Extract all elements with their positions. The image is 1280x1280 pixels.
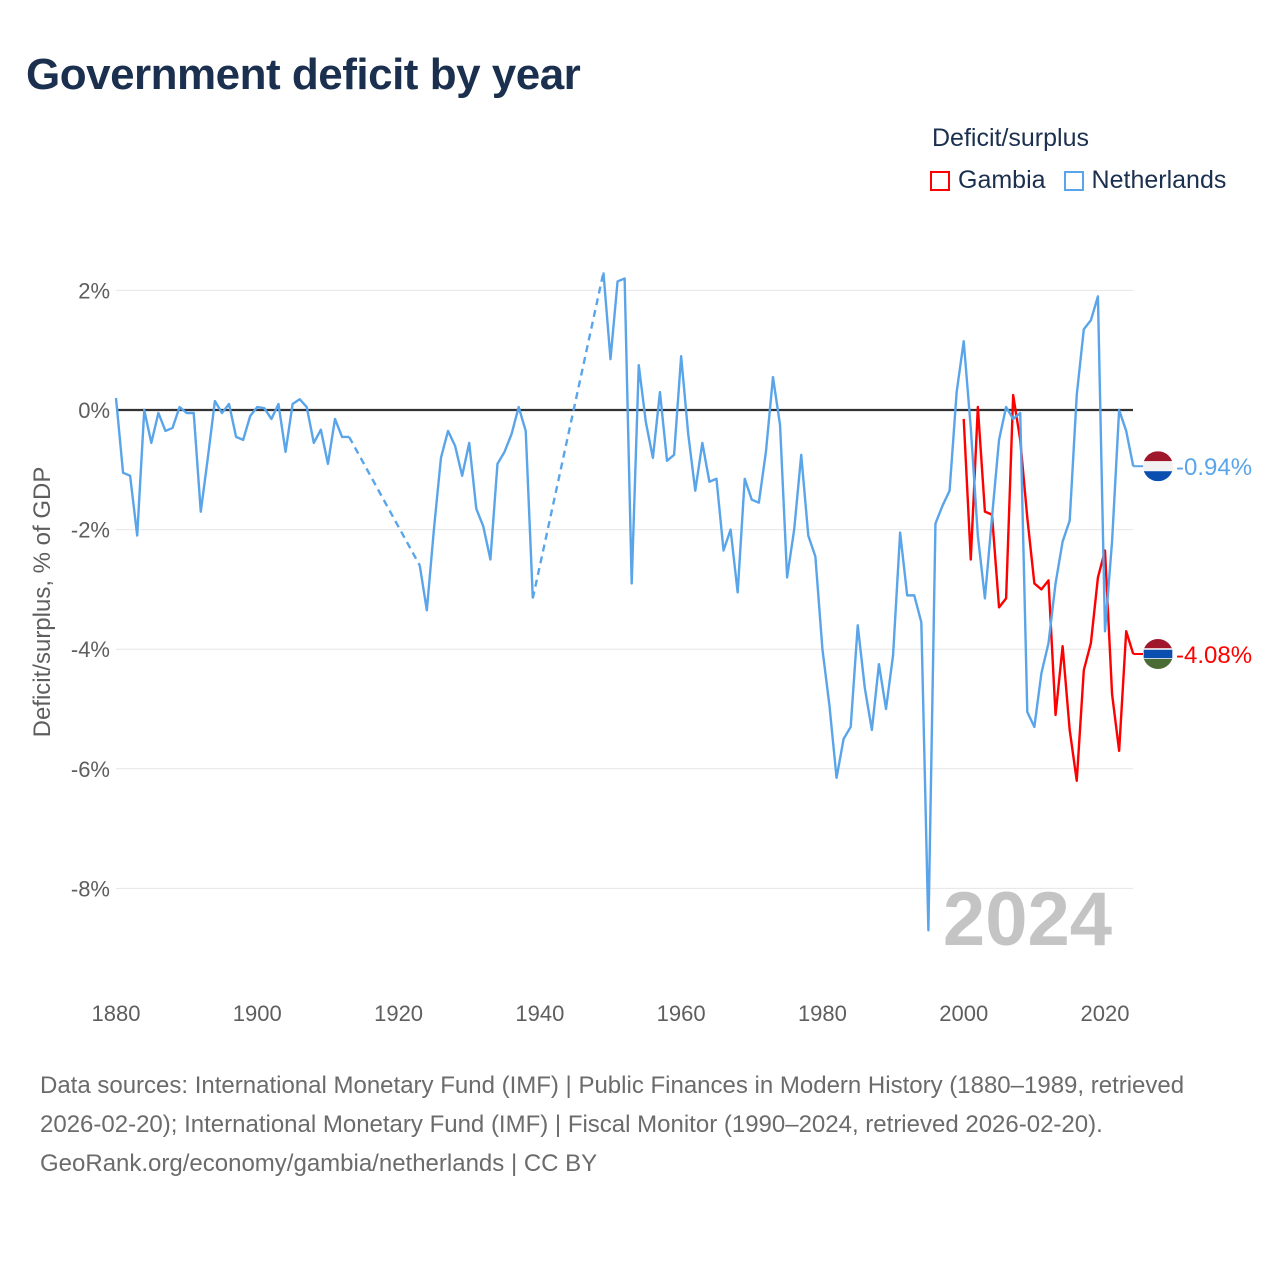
- legend-item-netherlands[interactable]: Netherlands: [1063, 166, 1227, 195]
- legend-label: Netherlands: [1091, 166, 1227, 194]
- y-tick-label: 0%: [78, 398, 110, 423]
- legend: Gambia Netherlands: [930, 166, 1226, 195]
- end-label-netherlands: -0.94%: [1176, 454, 1252, 481]
- legend-title: Deficit/surplus: [932, 124, 1089, 152]
- end-label-gambia: -4.08%: [1176, 642, 1252, 669]
- flag-netherlands-icon: [1143, 451, 1173, 482]
- x-tick-label: 1960: [657, 1001, 706, 1026]
- y-tick-label: -4%: [71, 637, 110, 662]
- x-tick-label: 1940: [515, 1001, 564, 1026]
- y-tick-label: -6%: [71, 757, 110, 782]
- legend-label: Gambia: [958, 166, 1046, 194]
- series-gap-netherlands: [348, 272, 605, 599]
- y-tick-label: -8%: [71, 876, 110, 901]
- x-tick-label: 1920: [374, 1001, 423, 1026]
- x-tick-label: 1900: [233, 1001, 282, 1026]
- y-tick-label: 2%: [78, 278, 110, 303]
- credit-link[interactable]: GeoRank.org/economy/gambia/netherlands |…: [40, 1150, 598, 1177]
- x-tick-label: 2000: [939, 1001, 988, 1026]
- x-tick-label: 1980: [798, 1001, 847, 1026]
- y-tick-label: -2%: [71, 518, 110, 543]
- footer: Data sources: International Monetary Fun…: [40, 1066, 1240, 1183]
- x-tick-label: 2020: [1081, 1001, 1130, 1026]
- year-watermark: 2024: [943, 877, 1112, 962]
- chart-plot: 2% 0% -2% -4% -6% -8% 1880 1900 1920 1940 1960 1980…: [29, 272, 1252, 1026]
- legend-swatch-netherlands: [1063, 170, 1084, 191]
- x-tick-label: 1880: [92, 1001, 141, 1026]
- flag-gambia-icon: [1143, 638, 1173, 669]
- data-sources: Data sources: International Monetary Fun…: [40, 1072, 1185, 1138]
- chart-title: Government deficit by year: [26, 50, 581, 99]
- legend-item-gambia[interactable]: Gambia: [930, 166, 1046, 195]
- legend-swatch-gambia: [930, 170, 950, 191]
- y-axis-label: Deficit/surplus, % of GDP: [29, 467, 56, 738]
- series-line-netherlands: [114, 272, 1135, 932]
